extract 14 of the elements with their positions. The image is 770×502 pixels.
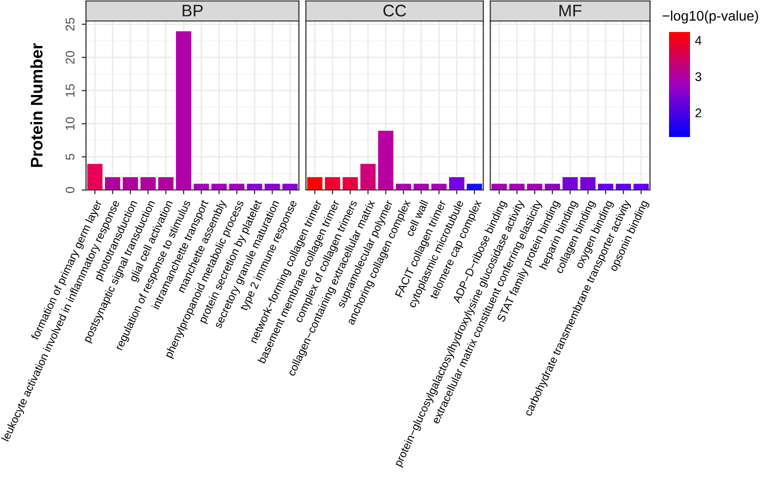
y-tick-label: 5	[66, 154, 74, 160]
chart-title: MF	[559, 4, 582, 16]
y-tick-label: 0	[66, 187, 74, 193]
color-bar-label: 4	[695, 36, 702, 45]
chart-title: BP	[182, 4, 203, 16]
y-tick-label: 15	[66, 84, 74, 97]
color-bar-title: −log10(p-value)	[662, 10, 758, 24]
y-axis-title: Protein Number	[30, 43, 43, 167]
y-tick-label: 20	[66, 50, 74, 64]
y-tick-label: 10	[66, 117, 74, 130]
chart-title: CC	[383, 4, 406, 16]
y-tick-label: 25	[66, 18, 74, 31]
color-bar-label: 3	[695, 72, 702, 82]
color-bar-label: 2	[695, 108, 702, 118]
